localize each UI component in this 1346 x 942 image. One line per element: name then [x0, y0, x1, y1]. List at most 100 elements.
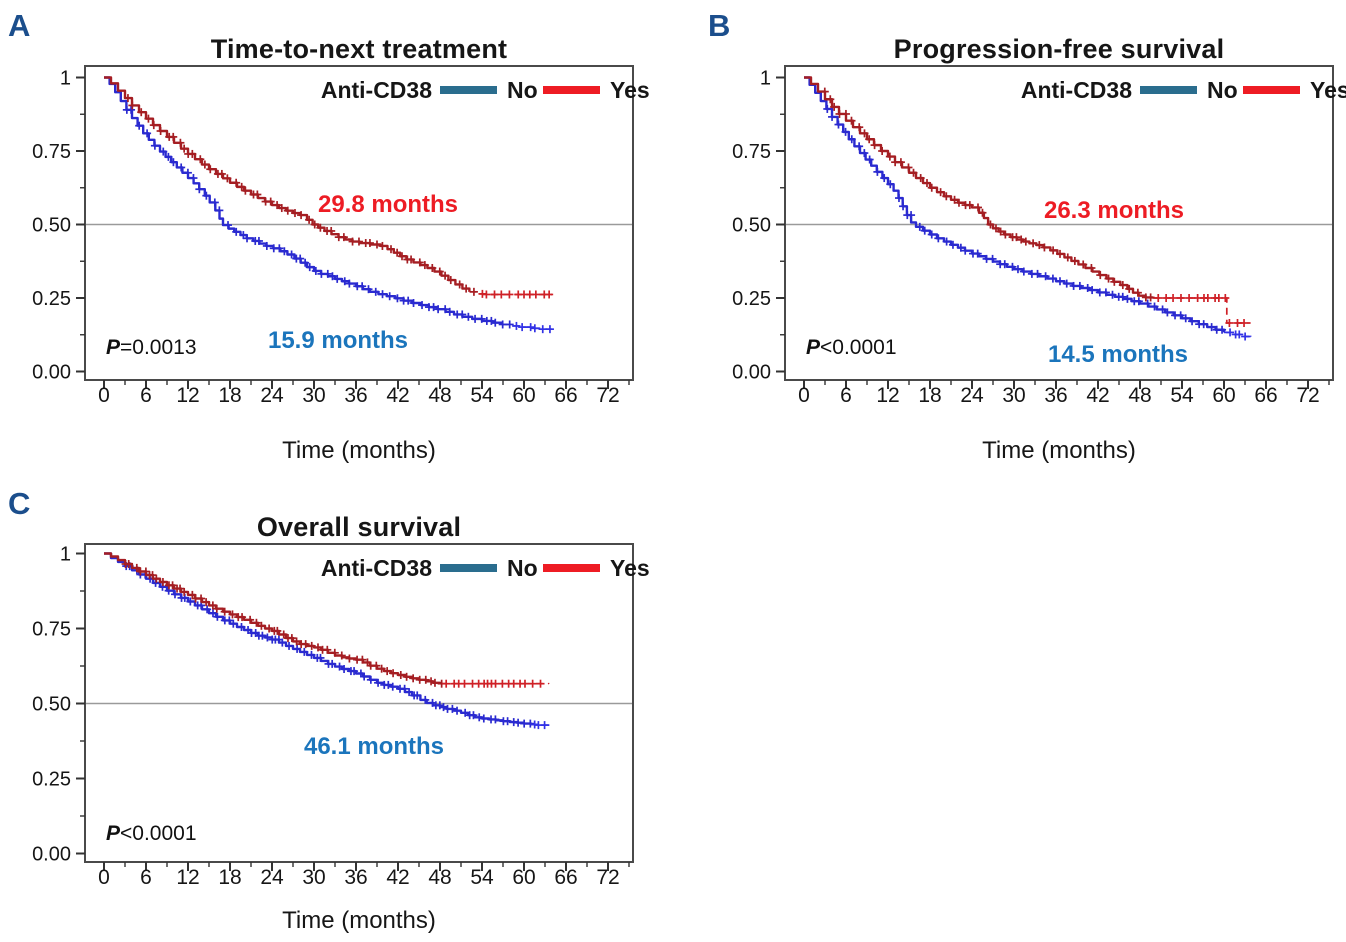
legend-title: Anti-CD38 [321, 555, 432, 581]
legend: Anti-CD38 No Yes [321, 77, 650, 103]
x-axis-tick-label: 24 [960, 384, 984, 407]
legend: Anti-CD38 No Yes [1021, 77, 1346, 103]
x-axis-label: Time (months) [982, 437, 1136, 464]
legend-label-yes: Yes [610, 77, 650, 103]
panel-title-a: Time-to-next treatment [210, 34, 508, 65]
x-axis-tick-label: 12 [876, 384, 899, 407]
censor-marks-yes [820, 87, 1249, 327]
plot-frame [84, 65, 634, 381]
x-axis-tick-label: 0 [98, 384, 110, 407]
km-plot-time-to-next-treatment: 1 0.75 0.50 0.25 0.00 0 6 12 18 24 30 36 42 48 54 60 66 7… [32, 65, 650, 464]
y-axis-tick-label: 0.25 [32, 288, 71, 310]
y-axis-tick-label: 0.25 [732, 288, 771, 310]
median-annotation-yes: 26.3 months [1044, 197, 1184, 224]
x-axis-tick-label: 0 [798, 384, 810, 407]
median-annotation-no: 15.9 months [268, 327, 408, 354]
y-axis-tick-label: 0.50 [32, 694, 71, 716]
x-axis-tick-label: 42 [386, 866, 409, 889]
x-axis-tick-label: 18 [218, 384, 241, 407]
x-axis-tick-label: 0 [98, 866, 110, 889]
median-annotation-no: 46.1 months [304, 733, 444, 760]
y-axis-tick-label: 0.50 [32, 215, 71, 237]
p-value: P<0.0001 [806, 336, 897, 359]
x-axis-tick-label: 36 [1044, 384, 1067, 407]
x-axis-tick-label: 30 [1002, 384, 1025, 407]
y-axis-tick-label: 0.75 [32, 141, 71, 163]
legend-label-yes: Yes [610, 555, 650, 581]
x-axis-tick-label: 72 [596, 866, 619, 889]
x-axis-tick-label: 66 [554, 384, 577, 407]
legend: Anti-CD38 No Yes [321, 555, 650, 581]
x-axis-tick-label: 18 [918, 384, 941, 407]
censor-marks-no [823, 104, 1250, 341]
p-value: P<0.0001 [106, 822, 197, 845]
plot-frame [784, 65, 1334, 381]
x-axis-tick-label: 30 [302, 866, 325, 889]
median-annotation-no: 14.5 months [1048, 341, 1188, 368]
km-step-line-no [804, 76, 1226, 333]
y-axis-tick-label: 0.00 [732, 362, 771, 384]
legend-label-no: No [507, 555, 538, 581]
y-axis-tick-label: 0.00 [32, 362, 71, 384]
panel-letter-c: C [8, 486, 31, 521]
km-plot-progression-free-survival: 1 0.75 0.50 0.25 0.00 0 6 12 18 24 30 36 42 48 54 60 66 7… [732, 65, 1346, 464]
panel-progression-free-survival: B Progression-free survival 1 0.75 0.50 0.2… [700, 0, 1346, 470]
y-axis-tick-label: 0.25 [32, 769, 71, 791]
x-axis-tick-label: 48 [1128, 384, 1151, 407]
x-axis-tick-label: 6 [140, 384, 152, 407]
legend-label-no: No [1207, 77, 1238, 103]
y-axis-tick-label: 0.00 [32, 844, 71, 866]
x-axis-tick-label: 66 [554, 866, 577, 889]
censor-marks-no [122, 105, 554, 334]
x-axis-tick-label: 54 [1170, 384, 1194, 407]
x-axis-tick-label: 12 [176, 866, 199, 889]
x-axis-tick-label: 42 [1086, 384, 1109, 407]
x-axis-tick-label: 72 [596, 384, 619, 407]
y-axis-tick-label: 1 [760, 68, 771, 90]
legend-label-no: No [507, 77, 538, 103]
panel-overall-survival: C Overall survival 1 0.75 0.50 0.25 0.00 0 6 12… [0, 478, 660, 942]
km-plot-overall-survival: 1 0.75 0.50 0.25 0.00 0 6 12 18 24 30 36 42 48 54 60 66 7… [32, 543, 650, 934]
panel-title-b: Progression-free survival [893, 34, 1225, 65]
x-axis-tick-label: 36 [344, 384, 367, 407]
x-axis-tick-label: 60 [512, 866, 535, 889]
censor-marks-yes [121, 560, 545, 688]
legend-title: Anti-CD38 [1021, 77, 1132, 103]
p-value: P=0.0013 [106, 336, 197, 359]
legend-label-yes: Yes [1310, 77, 1346, 103]
x-axis-tick-label: 24 [260, 866, 284, 889]
y-axis-tick-label: 1 [60, 68, 71, 90]
legend-title: Anti-CD38 [321, 77, 432, 103]
censor-marks-no [122, 562, 549, 730]
x-axis-tick-label: 42 [386, 384, 409, 407]
x-axis-tick-label: 72 [1296, 384, 1319, 407]
x-axis-tick-label: 6 [840, 384, 852, 407]
x-axis-tick-label: 12 [176, 384, 199, 407]
km-curve-yes [104, 76, 552, 296]
x-axis-label: Time (months) [282, 907, 436, 934]
x-axis-tick-label: 48 [428, 384, 451, 407]
panel-time-to-next-treatment: A Time-to-next treatment 1 0.75 0.50 0.25 0.… [0, 0, 660, 470]
censor-marks-yes [123, 94, 554, 299]
y-axis-tick-label: 0.75 [32, 619, 71, 641]
y-axis-tick-label: 0.75 [732, 141, 771, 163]
x-axis-tick-label: 18 [218, 866, 241, 889]
km-step-line-no [104, 552, 533, 725]
y-axis-tick-label: 0.50 [732, 215, 771, 237]
x-axis-tick-label: 36 [344, 866, 367, 889]
panel-letter-a: A [8, 8, 31, 43]
panel-letter-b: B [708, 8, 731, 43]
km-step-line-yes [804, 76, 1154, 299]
x-axis-tick-label: 54 [470, 866, 494, 889]
x-axis-tick-label: 24 [260, 384, 284, 407]
x-axis-tick-label: 60 [512, 384, 535, 407]
y-axis-tick-label: 1 [60, 544, 71, 566]
x-axis-tick-label: 30 [302, 384, 325, 407]
x-axis-tick-label: 48 [428, 866, 451, 889]
panel-title-c: Overall survival [256, 512, 462, 543]
x-axis-tick-label: 54 [470, 384, 494, 407]
x-axis-label: Time (months) [282, 437, 436, 464]
x-axis-tick-label: 60 [1212, 384, 1235, 407]
x-axis-tick-label: 6 [140, 866, 152, 889]
